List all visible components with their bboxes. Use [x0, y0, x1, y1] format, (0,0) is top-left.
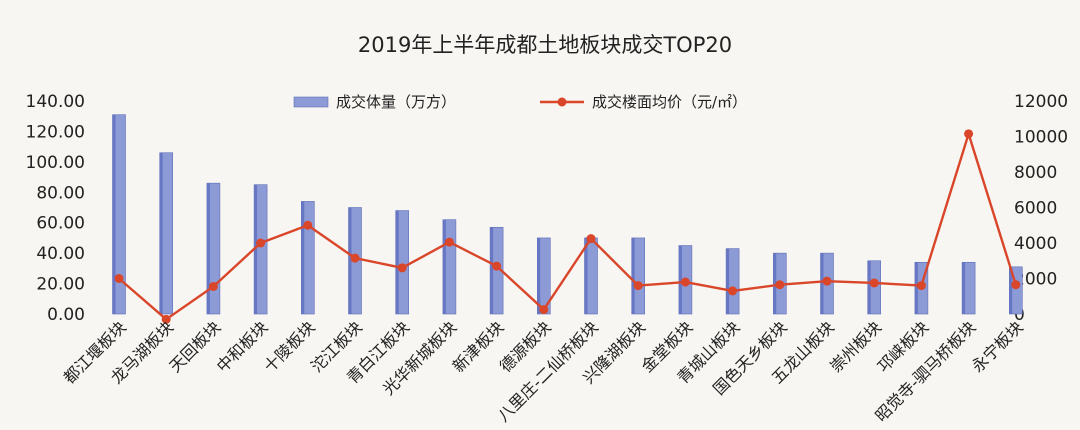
legend-swatch-marker: [557, 97, 567, 107]
bar-shade: [584, 237, 588, 314]
left-axis-tick-label: 60.00: [36, 214, 85, 234]
bar-shade: [254, 184, 258, 314]
line-point: [680, 277, 690, 287]
legend-swatch-bar: [293, 96, 329, 108]
right-axis-tick-label: 8000: [1014, 163, 1057, 183]
line-point: [728, 286, 738, 296]
line-point: [1011, 280, 1021, 290]
x-axis-category-label: 新津板块: [449, 317, 508, 376]
bar-shade: [206, 183, 210, 314]
right-axis-tick-label: 0: [1014, 305, 1025, 325]
bar-shade: [159, 152, 163, 314]
bar-shade: [678, 245, 682, 314]
right-axis-tick-label: 2000: [1014, 270, 1057, 290]
line-point: [350, 253, 360, 263]
bar-shade: [490, 227, 494, 314]
bar-shade: [962, 262, 966, 314]
right-axis: 0 2000 4000 6000 8000 10000 12000: [1014, 92, 1068, 325]
x-axis-category-label: 十陵板块: [260, 317, 319, 376]
bar-shade: [631, 237, 635, 314]
bar-shade: [726, 248, 730, 314]
left-axis-tick-label: 120.00: [26, 122, 85, 142]
bar-shade: [348, 207, 352, 314]
line-point: [586, 234, 596, 244]
x-axis-labels: 都江堰板块龙马湖板块天回板块中和板块十陵板块沱江板块青白江板块光华新城板块新津板…: [60, 317, 1027, 425]
line-point: [916, 281, 926, 291]
right-axis-tick-label: 4000: [1014, 234, 1057, 254]
line-series: [114, 129, 1021, 324]
legend-label-price: 成交楼面均价（元/㎡）: [592, 93, 747, 111]
line-point: [208, 281, 218, 291]
line-point: [256, 238, 266, 248]
bar-shade: [301, 201, 305, 314]
bar-series: [112, 114, 1023, 315]
line-point: [492, 261, 502, 271]
bar-shade: [442, 219, 446, 314]
line-point: [822, 276, 832, 286]
line-point: [539, 305, 549, 315]
line-point: [964, 129, 974, 139]
right-axis-tick-label: 6000: [1014, 199, 1057, 219]
x-axis-category-label: 崇州板块: [826, 317, 885, 376]
bar-shade: [112, 114, 116, 314]
left-axis-tick-label: 20.00: [36, 275, 85, 295]
left-axis: 0.00 20.00 40.00 60.00 80.00 100.00 120.00 140.…: [26, 92, 85, 325]
bar-shade: [395, 210, 399, 314]
line-point: [869, 278, 879, 288]
x-axis-category-label: 永宁板块: [968, 317, 1027, 376]
bar-shade: [773, 253, 777, 314]
line-point: [444, 237, 454, 247]
bar-shade: [914, 262, 918, 314]
left-axis-tick-label: 80.00: [36, 183, 85, 203]
line-point: [633, 281, 643, 291]
bar-shade: [820, 253, 824, 314]
line-point: [161, 314, 171, 324]
line-point: [303, 220, 313, 230]
line-point: [775, 280, 785, 290]
right-axis-tick-label: 12000: [1014, 92, 1068, 112]
line-point: [397, 263, 407, 273]
chart-title: 2019年上半年成都土地板块成交TOP20: [358, 33, 732, 57]
left-axis-tick-label: 0.00: [47, 305, 85, 325]
left-axis-tick-label: 140.00: [26, 92, 85, 112]
left-axis-tick-label: 100.00: [26, 153, 85, 173]
right-axis-tick-label: 10000: [1014, 128, 1068, 148]
x-axis-category-label: 中和板块: [213, 317, 272, 376]
legend: 成交体量（万方） 成交楼面均价（元/㎡）: [293, 93, 747, 111]
x-axis-category-label: 天回板块: [166, 317, 225, 376]
bar-shade: [867, 260, 871, 314]
bar-shade: [537, 237, 541, 314]
bar-shade: [1009, 266, 1013, 314]
legend-label-volume: 成交体量（万方）: [336, 93, 456, 111]
left-axis-tick-label: 40.00: [36, 244, 85, 264]
line-point: [114, 274, 124, 283]
price-line: [118, 132, 1017, 321]
